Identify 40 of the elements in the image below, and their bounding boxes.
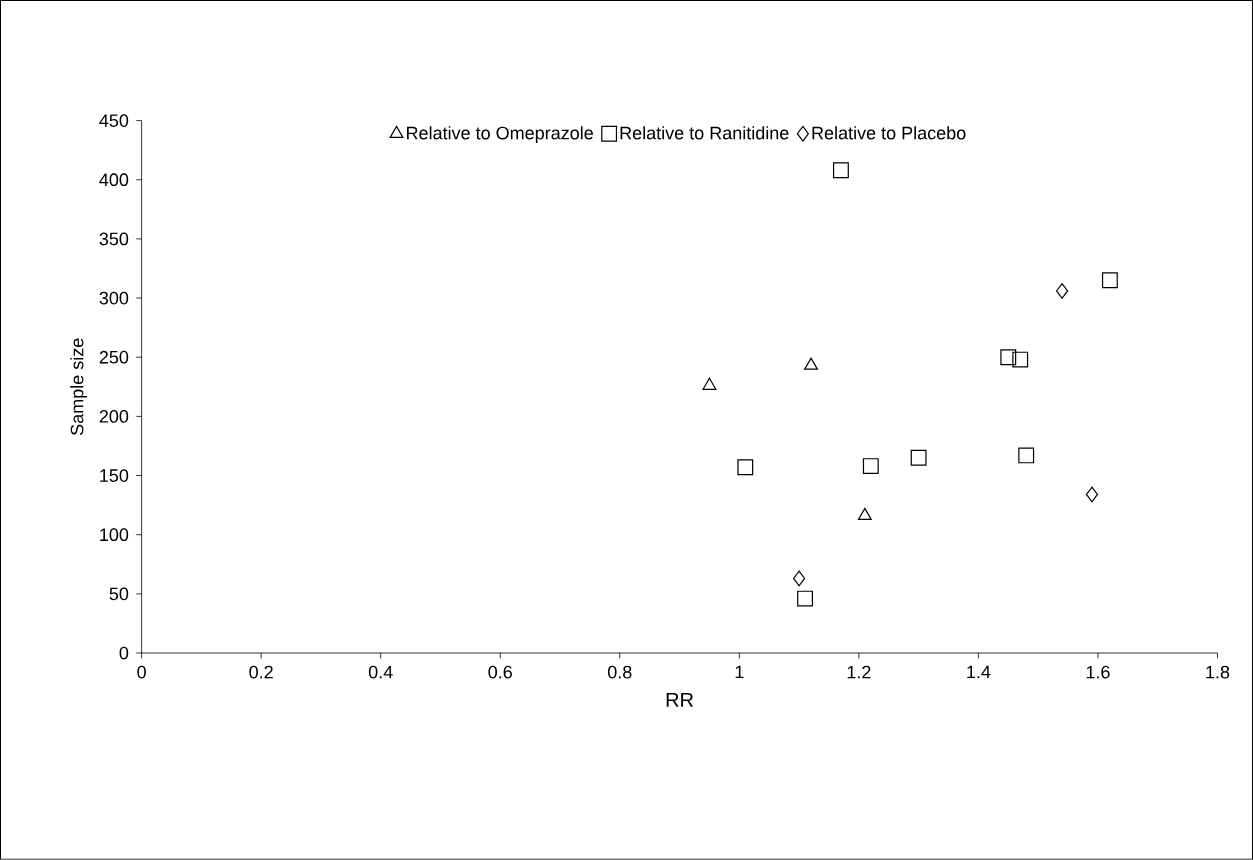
point (1000, 349, 1017, 366)
point (797, 590, 813, 607)
point (1055, 283, 1069, 300)
point (702, 377, 717, 391)
y-tick-label: 100 (100, 528, 129, 542)
x-tick-label: 0.6 (488, 665, 512, 679)
point (1101, 272, 1118, 289)
point (737, 459, 754, 476)
x-tick-label: 1.8 (1206, 665, 1230, 679)
y-tick-label: 300 (99, 291, 129, 305)
y-tick-label: 250 (99, 351, 129, 364)
y-axis-title: Sample size (70, 338, 88, 436)
y-tick-label: 150 (100, 469, 129, 483)
y-tick-label: 400 (99, 173, 129, 187)
y-tick-label: 50 (109, 587, 129, 601)
point (1085, 486, 1099, 503)
y-tick-label: 0 (119, 646, 129, 660)
x-tick-label: 1.6 (1086, 665, 1110, 679)
point (910, 450, 927, 466)
y-tick-label: 450 (99, 114, 129, 128)
x-tick-label: 0.8 (607, 665, 632, 679)
point (857, 507, 872, 521)
x-tick-label: 0.2 (249, 665, 273, 679)
point (862, 458, 879, 475)
x-tick-label: 1.2 (847, 665, 871, 679)
y-tick-label: 350 (99, 232, 129, 246)
x-tick-label: 0 (137, 665, 146, 679)
point (1012, 351, 1029, 368)
legend-label: Relative to Ranitidine (620, 126, 789, 140)
x-tick-label: 1.4 (967, 665, 991, 679)
y-tick-label: 200 (99, 410, 129, 423)
x-tick-label: 1 (735, 665, 744, 679)
point (832, 162, 849, 179)
point (1018, 447, 1035, 464)
x-axis-title: RR (666, 693, 694, 707)
legend-label: Relative to Placebo (812, 126, 966, 140)
point (792, 570, 806, 587)
x-tick-label: 0.4 (368, 665, 393, 679)
point (804, 357, 818, 370)
legend-label: Relative to Omeprazole (407, 126, 593, 144)
